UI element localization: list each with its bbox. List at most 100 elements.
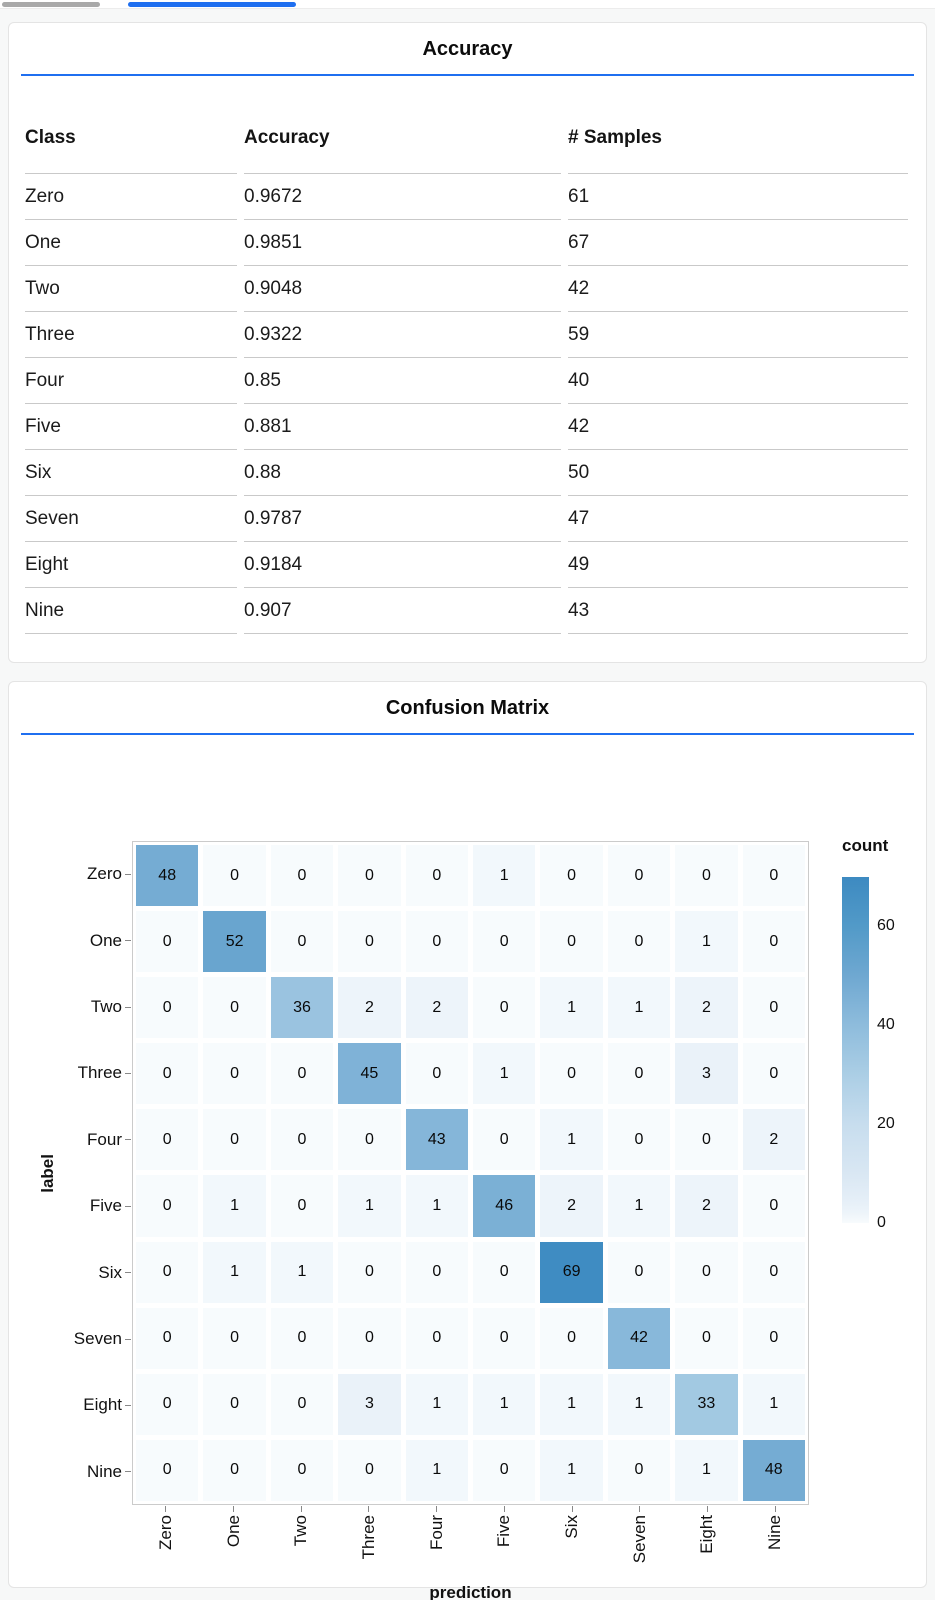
matrix-cell: 1 [540,1439,603,1501]
tab-indicator-active[interactable] [128,2,296,7]
matrix-cell: 1 [473,1043,536,1105]
matrix-cell: 0 [607,1439,671,1501]
matrix-cell: 1 [473,1373,536,1435]
table-cell: 0.85 [244,358,561,404]
matrix-cell: 52 [203,911,266,973]
table-cell: 0.907 [244,588,561,634]
matrix-cell: 0 [473,911,536,973]
matrix-cell: 1 [607,977,671,1039]
matrix-cell: 0 [607,911,671,973]
y-axis-label: One [9,907,131,973]
matrix-cell: 0 [607,1043,671,1105]
matrix-cell: 0 [675,1109,738,1171]
legend-tick-labels: 60 40 20 0 [877,877,917,1231]
legend-gradient-bar [842,877,869,1223]
matrix-cell: 0 [675,1241,738,1303]
table-cell: 0.9672 [244,174,561,220]
table-row: Two 0.9048 42 [25,266,908,312]
matrix-cell: 46 [473,1175,536,1237]
matrix-cell: 0 [473,1241,536,1303]
table-cell: Nine [25,588,237,634]
x-axis-label: Zero [132,1506,200,1586]
tab-indicator-inactive[interactable] [2,2,100,7]
table-row: Nine 0.907 43 [25,588,908,634]
matrix-cell: 0 [473,1439,536,1501]
table-row: Five 0.881 42 [25,404,908,450]
y-axis-label: Three [9,1040,131,1106]
matrix-cell: 0 [136,911,199,973]
table-row: Three 0.9322 59 [25,312,908,358]
matrix-cell: 69 [540,1241,603,1303]
matrix-cell: 0 [742,1307,805,1369]
x-axis-label: Four [403,1506,471,1586]
matrix-cell: 0 [270,1307,334,1369]
table-cell: 0.9851 [244,220,561,266]
table-cell: 0.9048 [244,266,561,312]
legend-tick: 60 [877,917,895,935]
table-row: Eight 0.9184 49 [25,542,908,588]
matrix-cell: 0 [675,845,738,907]
matrix-cell: 0 [540,845,603,907]
matrix-cell: 1 [540,1109,603,1171]
matrix-cell: 0 [270,1373,334,1435]
matrix-cell: 0 [607,845,671,907]
matrix-cell: 0 [270,1109,334,1171]
x-axis-label: Eight [674,1506,742,1586]
matrix-cell: 0 [338,1439,401,1501]
table-cell: 50 [568,450,908,496]
matrix-cell: 0 [405,911,468,973]
x-axis-title: prediction [429,1583,512,1600]
matrix-cell: 0 [136,1175,199,1237]
confusion-title-rule [21,733,914,735]
matrix-cell: 0 [203,1439,266,1501]
y-axis-label: Two [9,974,131,1040]
matrix-cell: 0 [270,1175,334,1237]
column-header-accuracy: Accuracy [244,102,561,174]
table-cell: 67 [568,220,908,266]
x-axis-label: Seven [606,1506,674,1586]
matrix-cell: 0 [203,1373,266,1435]
confusion-matrix-panel: Confusion Matrix label Zero One Two Three Fo… [8,681,927,1600]
heatmap-plot-area: 48 0 0 0 0 1 0 0 0 0 0 52 0 0 0 0 0 0 1 0 0 0 36 2 2 0 1 1 2 0 0 0 0 45 0 1… [132,841,809,1505]
table-cell: Five [25,404,237,450]
matrix-cell: 0 [136,977,199,1039]
x-axis-label: One [200,1506,268,1586]
matrix-cell: 0 [338,911,401,973]
matrix-cell: 0 [742,845,805,907]
matrix-cell: 0 [540,1043,603,1105]
matrix-cell: 0 [473,977,536,1039]
matrix-cell: 1 [607,1175,671,1237]
x-axis-labels: Zero One Two Three Four Five Six Seven Eight Nine [132,1506,809,1586]
matrix-cell: 0 [136,1043,199,1105]
table-cell: Four [25,358,237,404]
matrix-cell: 45 [338,1043,401,1105]
table-row: Zero 0.9672 61 [25,174,908,220]
matrix-cell: 0 [405,1307,468,1369]
matrix-cell: 0 [405,1241,468,1303]
matrix-cell: 0 [473,1307,536,1369]
table-cell: 0.88 [244,450,561,496]
matrix-cell: 0 [270,1439,334,1501]
x-axis-label: Two [267,1506,335,1586]
matrix-cell: 1 [405,1439,468,1501]
matrix-cell: 0 [540,911,603,973]
matrix-cell: 0 [136,1373,199,1435]
matrix-cell: 1 [675,911,738,973]
matrix-cell: 1 [607,1373,671,1435]
y-axis-label: Eight [9,1372,131,1438]
matrix-cell: 0 [405,845,468,907]
matrix-cell: 0 [742,977,805,1039]
table-cell: Eight [25,542,237,588]
matrix-cell: 43 [405,1109,468,1171]
table-cell: 42 [568,266,908,312]
legend-tick: 40 [877,1016,895,1034]
matrix-cell: 0 [742,1175,805,1237]
matrix-cell: 0 [742,911,805,973]
x-axis-label: Six [538,1506,606,1586]
matrix-cell: 0 [338,1241,401,1303]
matrix-cell: 36 [270,977,334,1039]
matrix-cell: 0 [270,1043,334,1105]
column-header-samples: # Samples [568,102,908,174]
matrix-cell: 0 [203,1043,266,1105]
matrix-cell: 0 [675,1307,738,1369]
